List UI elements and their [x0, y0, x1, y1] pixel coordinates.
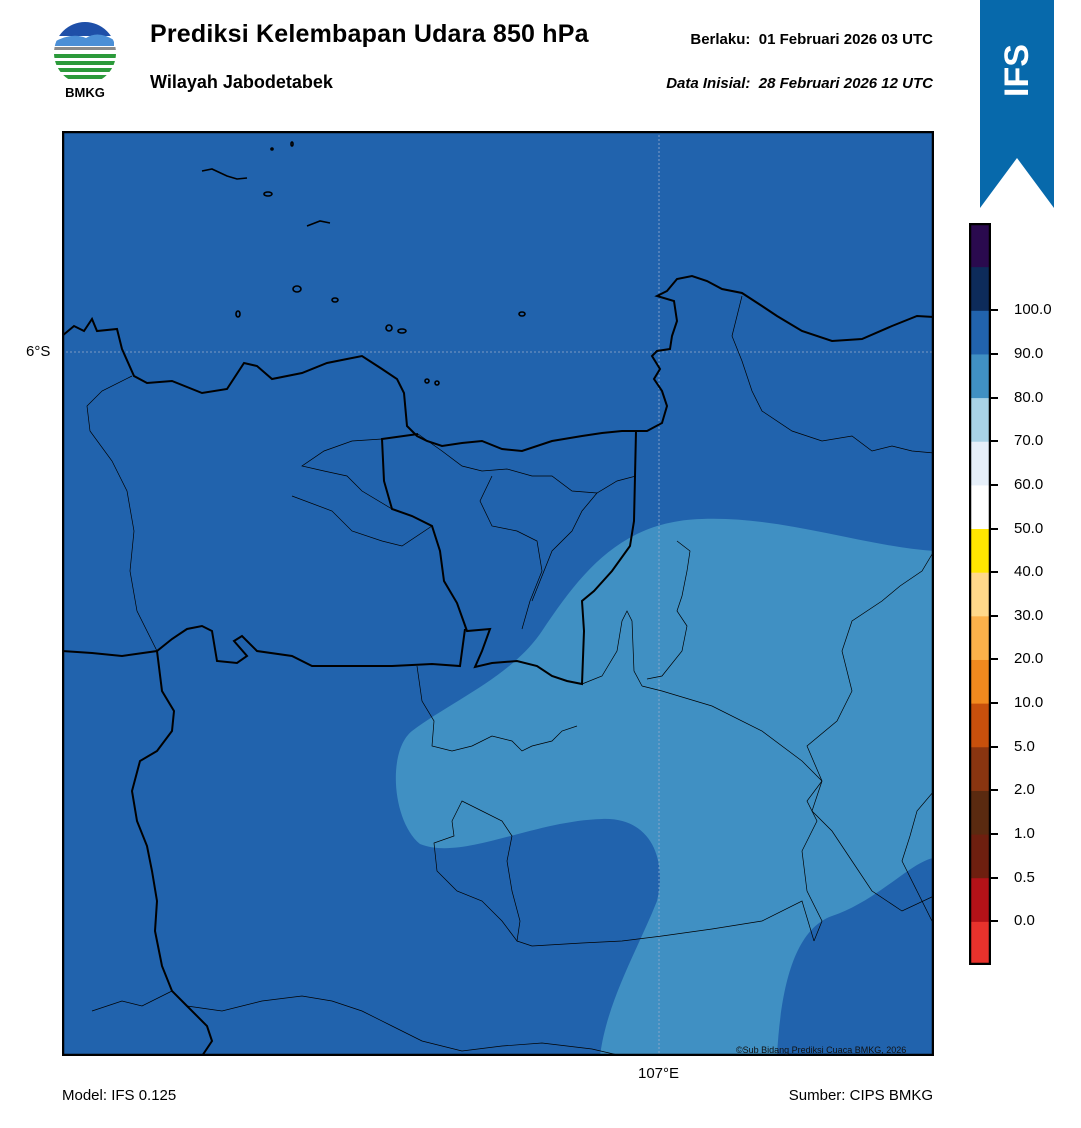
colorbar-segment: [969, 266, 991, 311]
source-label: Sumber: CIPS BMKG: [788, 1087, 933, 1104]
colorbar-tick: [991, 702, 998, 705]
valid-value: 01 Februari 2026 03 UTC: [758, 31, 933, 48]
colorbar-segment: [969, 572, 991, 617]
colorbar-tick: [991, 571, 998, 574]
latitude-label: 6°S: [26, 343, 51, 360]
colorbar-segment: [969, 310, 991, 355]
regency-boundaries: [86, 295, 934, 1056]
colorbar: [969, 223, 991, 965]
colorbar-segment: [969, 834, 991, 879]
colorbar-level-label: 5.0: [1014, 737, 1035, 755]
province-boundary: [380, 430, 637, 686]
init-value: 28 Februari 2026 12 UTC: [758, 75, 933, 92]
colorbar-level-label: 20.0: [1014, 650, 1044, 668]
valid-time: Berlaku: 01 Februari 2026 03 UTC: [690, 31, 933, 48]
region-subtitle: Wilayah Jabodetabek: [150, 72, 333, 92]
colorbar-segment: [969, 659, 991, 704]
colorbar-segment: [969, 703, 991, 748]
colorbar-level-label: 2.0: [1014, 781, 1035, 799]
colorbar-tick: [991, 483, 998, 486]
longitude-label: 107°E: [638, 1065, 680, 1082]
copyright-note: ©Sub Bidang Prediksi Cuaca BMKG, 2026: [736, 1045, 907, 1055]
colorbar-segment: [969, 877, 991, 922]
colorbar-segment: [969, 615, 991, 660]
colorbar-level-label: 50.0: [1014, 519, 1044, 537]
colorbar-tick: [991, 745, 998, 748]
humidity-map: [62, 131, 934, 1056]
humidity-band-70-80: [395, 518, 934, 1056]
init-label: Data Inisial:: [666, 75, 751, 92]
colorbar-level-label: 100.0: [1014, 301, 1052, 319]
province-boundary-south: [130, 650, 214, 1056]
colorbar-level-label: 90.0: [1014, 344, 1044, 362]
ribbon-label: IFS: [997, 43, 1036, 97]
init-time: Data Inisial: 28 Februari 2026 12 UTC: [666, 75, 933, 92]
colorbar-level-label: 0.0: [1014, 912, 1035, 930]
colorbar-level-label: 60.0: [1014, 475, 1044, 493]
province-boundary-west: [62, 624, 466, 668]
map-frame: [62, 131, 934, 1056]
colorbar-level-label: 10.0: [1014, 694, 1044, 712]
coastline: [62, 274, 934, 453]
colorbar-tick: [991, 527, 998, 530]
page-title: Prediksi Kelembapan Udara 850 hPa: [150, 20, 589, 48]
colorbar-tick: [991, 658, 998, 661]
colorbar-tick: [991, 833, 998, 836]
colorbar-tick: [991, 876, 998, 879]
model-label: Model: IFS 0.125: [62, 1087, 177, 1104]
bmkg-logo: [54, 22, 116, 84]
colorbar-level-label: 80.0: [1014, 388, 1044, 406]
colorbar-tick: [991, 614, 998, 617]
logo-text: BMKG: [65, 85, 105, 100]
colorbar-segment: [969, 484, 991, 530]
thousand-islands: [201, 141, 526, 386]
colorbar-level-label: 30.0: [1014, 606, 1044, 624]
colorbar-level-label: 40.0: [1014, 563, 1044, 581]
colorbar-tick: [991, 920, 998, 923]
colorbar-level-label: 70.0: [1014, 432, 1044, 450]
colorbar-tick: [991, 309, 998, 312]
colorbar-segment: [969, 790, 991, 835]
colorbar-tick: [991, 789, 998, 792]
colorbar-tick: [991, 440, 998, 443]
colorbar-level-label: 1.0: [1014, 825, 1035, 843]
colorbar-segment: [969, 223, 991, 268]
colorbar-tick: [991, 352, 998, 355]
ifs-ribbon: [980, 0, 1054, 208]
colorbar-segment: [969, 441, 991, 486]
colorbar-level-label: 0.5: [1014, 868, 1035, 886]
colorbar-segment: [969, 746, 991, 791]
colorbar-segment: [969, 353, 991, 399]
colorbar-segment: [969, 528, 991, 573]
colorbar-segment: [969, 397, 991, 442]
colorbar-tick: [991, 396, 998, 399]
colorbar-segment: [969, 921, 991, 965]
valid-label: Berlaku:: [690, 31, 751, 48]
